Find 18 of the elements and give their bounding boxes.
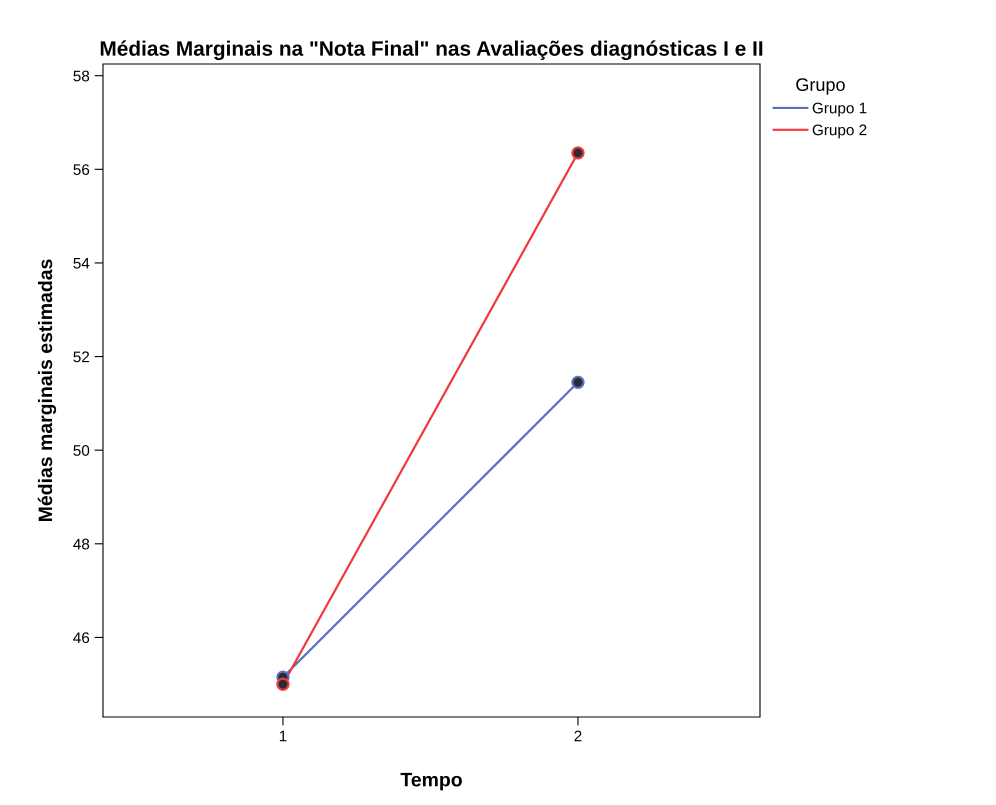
y-tick-label: 46 — [73, 632, 90, 644]
y-tick-label: 54 — [73, 258, 90, 269]
y-tick-label: 56 — [73, 164, 90, 176]
y-tick-label: 58 — [73, 70, 90, 82]
chart-title: Médias Marginais na "Nota Final" nas Avaliações diagnósticas I e II — [100, 40, 762, 60]
point — [571, 146, 585, 160]
y-axis-title: Médias marginais estimadas — [38, 259, 56, 522]
point — [571, 376, 585, 389]
y-tick-label: 52 — [73, 351, 90, 362]
y-tick-label: 50 — [73, 445, 90, 456]
y-tick-label: 48 — [73, 538, 90, 550]
x-tick-label: 2 — [574, 730, 582, 742]
legend-label: Grupo 2 — [812, 124, 866, 138]
legend-title: Grupo — [796, 78, 845, 95]
x-tick-label: 1 — [280, 730, 286, 742]
point — [276, 678, 290, 691]
x-axis-title: Tempo — [400, 772, 462, 790]
legend-label: Grupo 1 — [812, 102, 866, 116]
